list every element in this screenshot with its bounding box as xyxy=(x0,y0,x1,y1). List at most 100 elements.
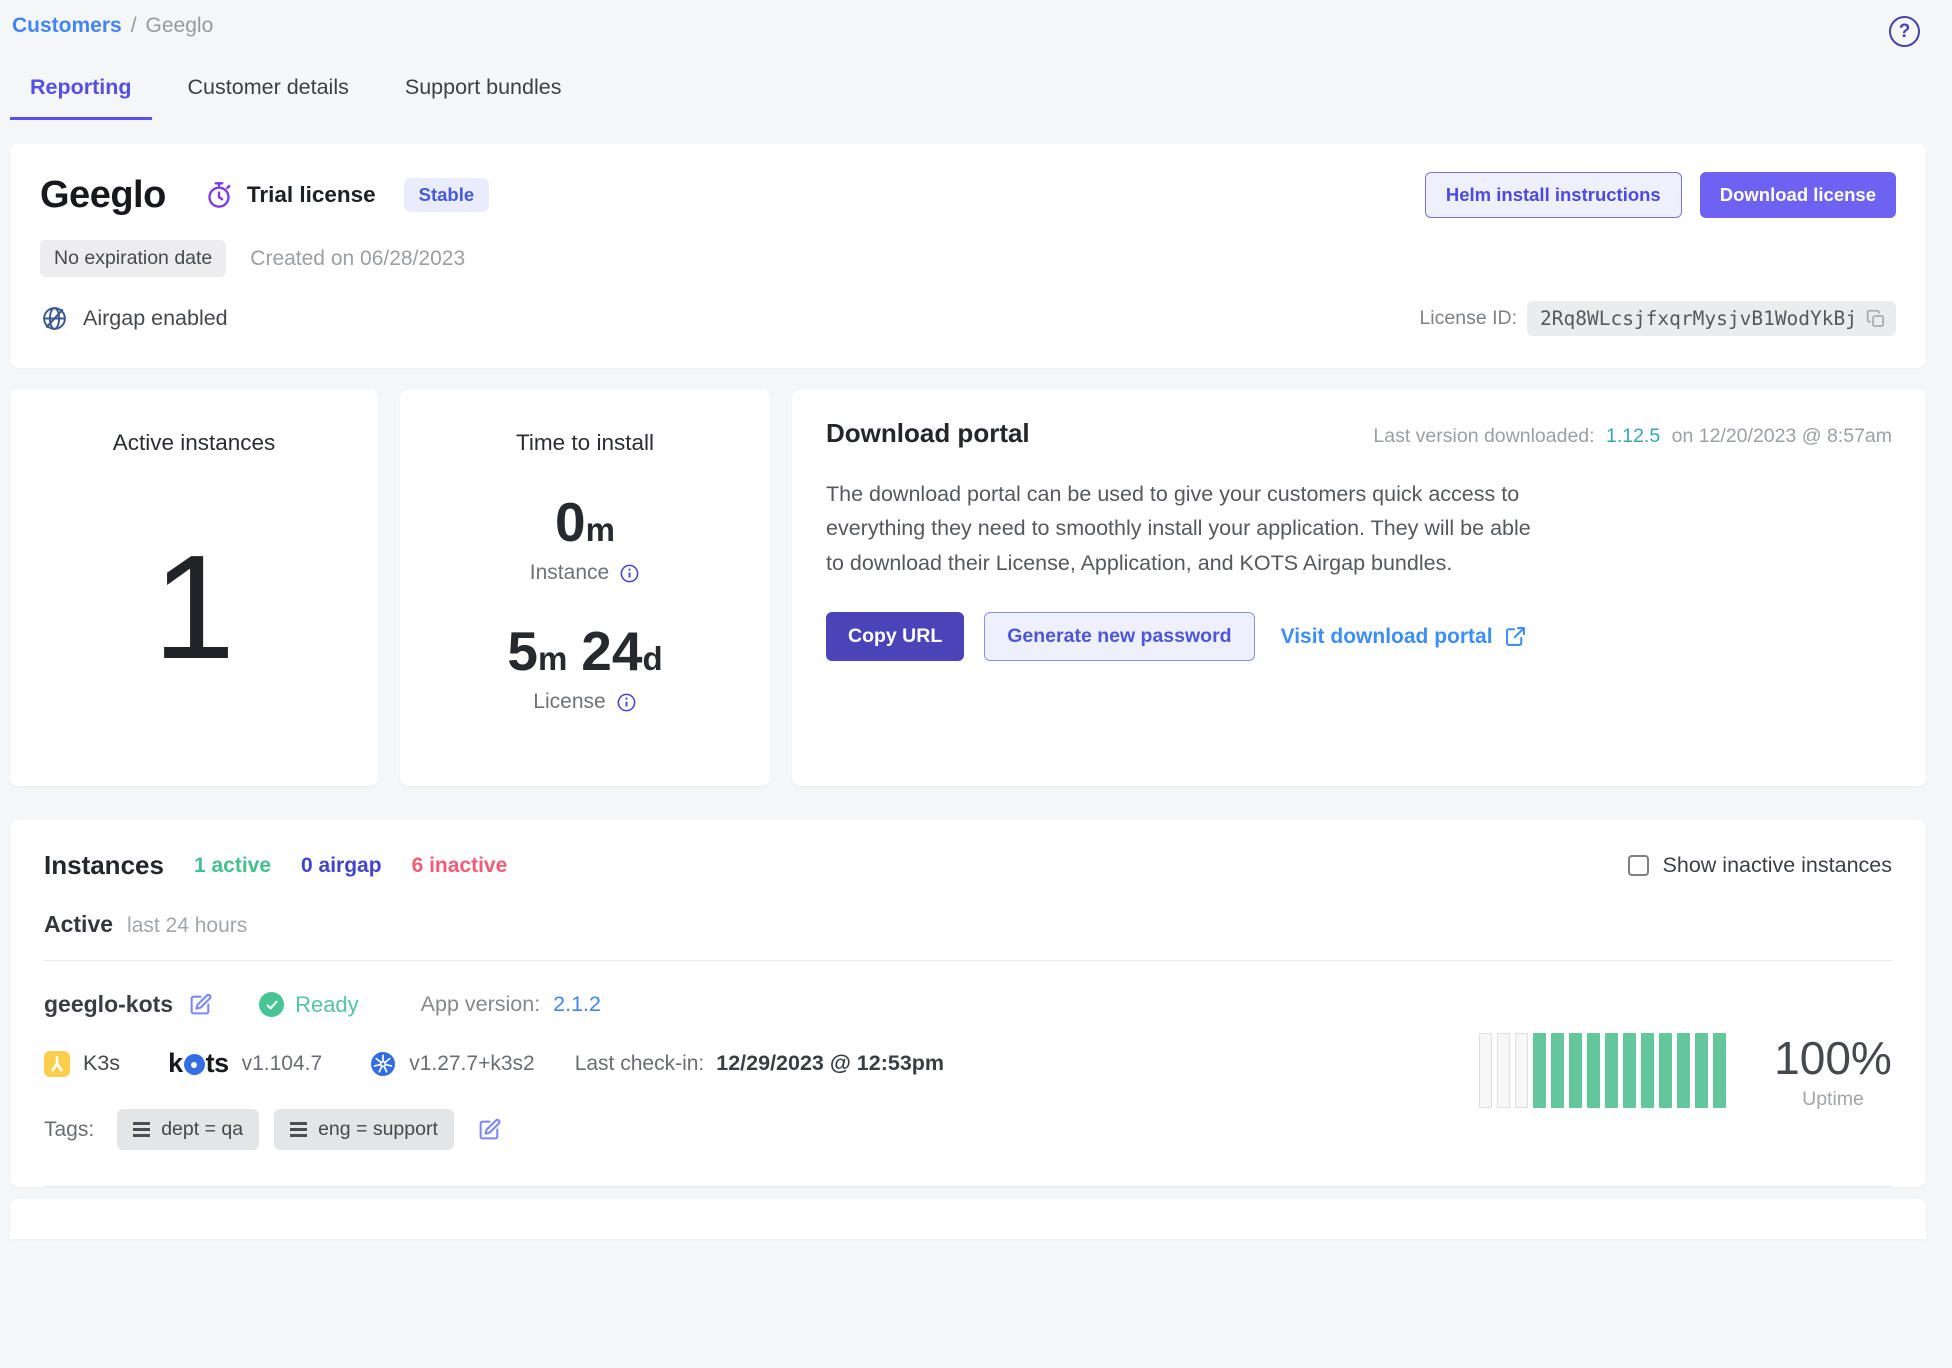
download-portal-title: Download portal xyxy=(826,418,1030,448)
k8s-version-group: v1.27.7+k3s2 xyxy=(370,1051,535,1077)
tab-bar: Reporting Customer details Support bundl… xyxy=(10,75,1926,120)
help-icon[interactable]: ? xyxy=(1889,16,1920,47)
uptime-bar xyxy=(1569,1033,1582,1108)
distribution-label: K3s xyxy=(83,1051,121,1075)
next-card-partial xyxy=(10,1199,1926,1239)
license-time-unit-1: m xyxy=(537,640,568,677)
tab-reporting[interactable]: Reporting xyxy=(10,75,152,120)
divider xyxy=(44,1186,1892,1187)
uptime-bar xyxy=(1533,1033,1546,1108)
edit-name-icon[interactable] xyxy=(188,992,213,1017)
instance-row: geeglo-kots Ready xyxy=(44,961,1892,1186)
k3s-icon xyxy=(44,1050,70,1077)
count-airgap[interactable]: 0 airgap xyxy=(301,853,382,877)
last-checkin: Last check-in: 12/29/2023 @ 12:53pm xyxy=(575,1051,944,1076)
info-icon[interactable] xyxy=(616,692,637,713)
download-license-button[interactable]: Download license xyxy=(1699,172,1896,218)
tab-customer-details[interactable]: Customer details xyxy=(187,75,349,99)
license-id-chip[interactable]: 2Rq8WLcsjfxqrMysjvB1WodYkBj xyxy=(1527,301,1896,336)
check-circle-icon xyxy=(259,992,285,1017)
tag-chip: eng = support xyxy=(274,1109,454,1150)
last-version-label: Last version downloaded: xyxy=(1373,425,1595,447)
helm-install-instructions-button[interactable]: Helm install instructions xyxy=(1424,172,1682,218)
show-inactive-label: Show inactive instances xyxy=(1662,853,1892,877)
download-portal-description: The download portal can be used to give … xyxy=(826,482,1531,575)
last-checkin-date: 12/29/2023 @ 12:53pm xyxy=(716,1051,945,1075)
edit-tags-icon[interactable] xyxy=(477,1117,502,1142)
license-type-label: Trial license xyxy=(246,182,376,207)
last-version-downloaded: Last version downloaded: 1.12.5 on 12/20… xyxy=(1373,425,1892,448)
uptime-bars xyxy=(1479,1033,1726,1108)
breadcrumb-customers-link[interactable]: Customers xyxy=(12,14,122,37)
uptime-bar xyxy=(1587,1033,1600,1108)
channel-badge: Stable xyxy=(403,178,490,212)
kots-version: v1.104.7 xyxy=(241,1051,323,1075)
active-section-range: last 24 hours xyxy=(127,914,248,937)
instances-title: Instances xyxy=(44,850,164,880)
uptime-summary: 100% Uptime xyxy=(1774,1031,1892,1111)
tab-support-bundles[interactable]: Support bundles xyxy=(404,75,562,99)
airgap-status: Airgap enabled xyxy=(40,304,228,333)
tag-lines-icon xyxy=(290,1122,308,1137)
uptime-bar xyxy=(1623,1033,1636,1108)
customer-name: Geeglo xyxy=(40,173,166,216)
show-inactive-checkbox[interactable] xyxy=(1627,855,1649,876)
uptime-bar xyxy=(1659,1033,1672,1108)
uptime-bar xyxy=(1641,1033,1654,1108)
license-time-unit-2: d xyxy=(642,640,663,677)
instance-time-unit: m xyxy=(585,511,615,548)
copy-url-button[interactable]: Copy URL xyxy=(826,612,965,662)
last-version-link[interactable]: 1.12.5 xyxy=(1605,425,1661,447)
license-time-label: License xyxy=(533,690,606,713)
created-date: Created on 06/28/2023 xyxy=(250,246,466,270)
app-version-label: App version: xyxy=(420,992,541,1016)
uptime-bar xyxy=(1479,1033,1492,1108)
breadcrumb-separator: / xyxy=(130,14,137,37)
instances-card: Instances 1 active 0 airgap 6 inactive S… xyxy=(10,820,1926,1187)
breadcrumb: Customers / Geeglo xyxy=(12,14,213,38)
uptime-label: Uptime xyxy=(1802,1087,1864,1110)
globe-airgap-icon xyxy=(40,304,69,333)
instance-status: Ready xyxy=(259,992,359,1018)
tags-label: Tags: xyxy=(44,1117,95,1141)
tag-text: eng = support xyxy=(318,1118,438,1140)
instance-name: geeglo-kots xyxy=(44,991,174,1017)
breadcrumb-current: Geeglo xyxy=(145,14,214,37)
kots-logo-icon: k ts xyxy=(168,1048,229,1078)
time-to-install-card: Time to install 0m Instance xyxy=(400,390,770,786)
last-checkin-label: Last check-in: xyxy=(574,1052,705,1075)
info-icon[interactable] xyxy=(619,563,640,584)
topbar: Customers / Geeglo ? xyxy=(10,14,1926,47)
uptime-bar xyxy=(1605,1033,1618,1108)
uptime-bar xyxy=(1551,1033,1564,1108)
metrics-row: Active instances 1 Time to install 0m In… xyxy=(10,390,1926,786)
active-instances-title: Active instances xyxy=(112,430,276,455)
last-version-date: on 12/20/2023 @ 8:57am xyxy=(1671,425,1892,447)
count-active[interactable]: 1 active xyxy=(193,853,272,877)
uptime-bar xyxy=(1515,1033,1528,1108)
uptime-bar xyxy=(1713,1033,1726,1108)
license-type: Trial license xyxy=(204,180,376,210)
distribution: K3s xyxy=(44,1050,121,1077)
uptime-value: 100% xyxy=(1774,1031,1892,1084)
kubernetes-icon xyxy=(370,1051,396,1077)
copy-icon[interactable] xyxy=(1866,309,1886,329)
generate-new-password-button[interactable]: Generate new password xyxy=(984,612,1255,662)
active-section-label: Active xyxy=(44,911,114,937)
active-instances-value: 1 xyxy=(152,525,236,690)
show-inactive-toggle[interactable]: Show inactive instances xyxy=(1627,853,1892,878)
kots-version-group: k ts v1.104.7 xyxy=(168,1048,322,1079)
count-inactive[interactable]: 6 inactive xyxy=(411,853,508,877)
license-id-label: License ID: xyxy=(1419,307,1518,329)
license-time-value-2: 24 xyxy=(581,620,643,682)
active-instances-card: Active instances 1 xyxy=(10,390,378,786)
airgap-label: Airgap enabled xyxy=(83,306,228,330)
license-id-value: 2Rq8WLcsjfxqrMysjvB1WodYkBj xyxy=(1540,307,1857,330)
tag-text: dept = qa xyxy=(161,1118,244,1140)
visit-download-portal-link[interactable]: Visit download portal xyxy=(1281,625,1527,649)
tag-chip: dept = qa xyxy=(117,1109,260,1150)
app-version-link[interactable]: 2.1.2 xyxy=(553,992,601,1016)
customer-reporting-page: Customers / Geeglo ? Reporting Customer … xyxy=(10,14,1926,1239)
license-time-value-1: 5 xyxy=(507,620,538,682)
external-link-icon xyxy=(1504,625,1527,648)
